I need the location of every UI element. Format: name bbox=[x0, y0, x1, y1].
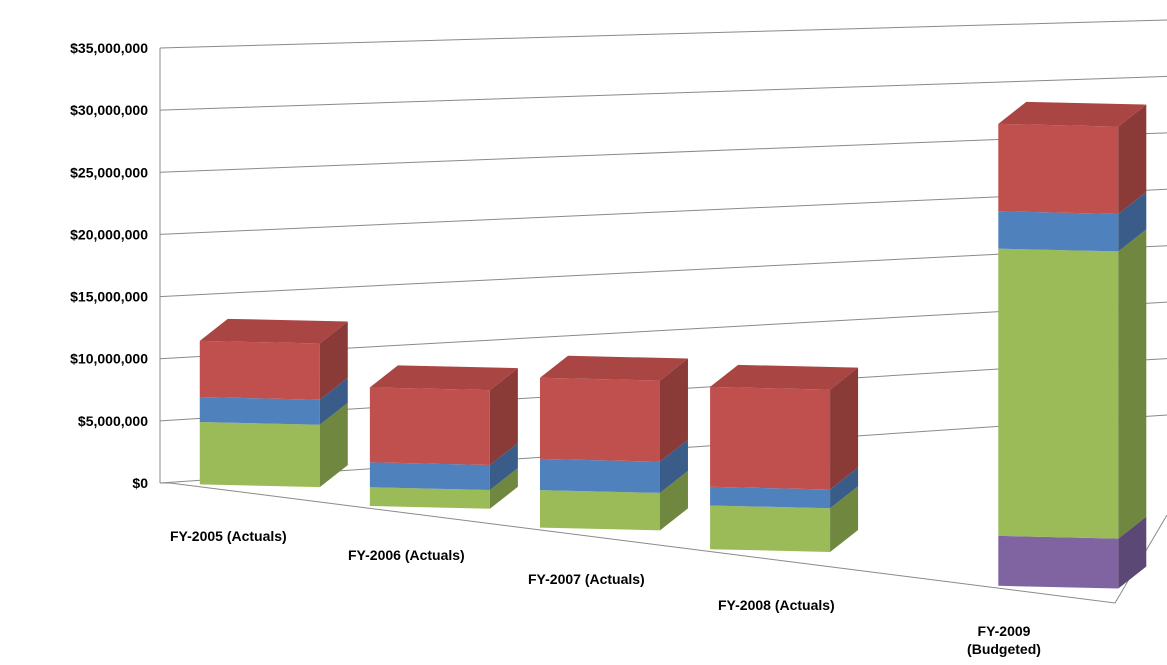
x-category-label: FY-2007 (Actuals) bbox=[528, 571, 645, 587]
bar-top-face bbox=[539, 355, 688, 381]
bar-front-face bbox=[998, 211, 1119, 252]
y-tick-label: $20,000,000 bbox=[70, 226, 148, 242]
gridline bbox=[159, 19, 1167, 49]
x-category-label-line: FY-2008 (Actuals) bbox=[718, 597, 835, 613]
y-axis-tick-labels: $0 $5,000,000 $10,000,000 $15,000,000 $20,00… bbox=[70, 40, 148, 491]
bar-front-face bbox=[199, 421, 320, 488]
bar-side-face bbox=[1118, 104, 1147, 214]
bar-side-face bbox=[830, 486, 859, 552]
y-tick-label: $30,000,000 bbox=[70, 102, 148, 118]
bar-front-face bbox=[539, 377, 660, 462]
bar-side-face bbox=[489, 443, 518, 491]
bar-side-face bbox=[1118, 191, 1147, 252]
bar-side-face bbox=[659, 470, 688, 531]
bar-front-face bbox=[539, 490, 660, 531]
bar-side-face bbox=[659, 358, 688, 462]
bar-segment bbox=[369, 365, 518, 466]
x-category-label-line: FY-2009 bbox=[978, 623, 1031, 639]
bar-top-face bbox=[710, 364, 859, 390]
bar-top-face bbox=[199, 318, 348, 344]
bar-segment bbox=[998, 191, 1147, 252]
bar-segment bbox=[199, 402, 348, 488]
bar-segment bbox=[199, 377, 348, 425]
bar-top-face bbox=[998, 101, 1147, 127]
bar-side-face bbox=[830, 467, 859, 509]
bar-segment bbox=[998, 516, 1147, 589]
bar-front-face bbox=[710, 486, 831, 509]
bar-front-face bbox=[369, 387, 490, 466]
y-tick-label: $10,000,000 bbox=[70, 351, 148, 367]
bar-side-face bbox=[489, 368, 518, 466]
bar-front-face bbox=[998, 535, 1119, 589]
x-category-label-line: FY-2006 (Actuals) bbox=[348, 547, 465, 563]
bar-front-face bbox=[539, 458, 660, 493]
x-category-label: FY-2009 (Budgeted) bbox=[967, 623, 1041, 657]
bar-segment bbox=[539, 439, 688, 493]
bar-top-face bbox=[369, 365, 518, 391]
x-category-label-line: (Budgeted) bbox=[967, 641, 1041, 657]
bar-segment bbox=[710, 467, 859, 509]
bar-front-face bbox=[199, 340, 320, 400]
bar-segment bbox=[539, 355, 688, 462]
x-category-label-line: FY-2007 (Actuals) bbox=[528, 571, 645, 587]
y-tick-label: $35,000,000 bbox=[70, 40, 148, 56]
bar-side-face bbox=[1118, 516, 1147, 589]
bar-side-face bbox=[830, 367, 859, 490]
x-category-label: FY-2006 (Actuals) bbox=[348, 547, 465, 563]
bar-side-face bbox=[319, 377, 348, 425]
bar-segment bbox=[998, 229, 1147, 539]
x-category-label: FY-2005 (Actuals) bbox=[170, 528, 287, 544]
bar-side-face bbox=[319, 321, 348, 400]
bar-front-face bbox=[710, 505, 831, 552]
bars bbox=[199, 101, 1147, 589]
bar-segment bbox=[369, 468, 518, 509]
y-tick-label: $15,000,000 bbox=[70, 289, 148, 305]
x-axis-category-labels: FY-2005 (Actuals) FY-2006 (Actuals) FY-200… bbox=[170, 528, 1041, 657]
bar-front-face bbox=[710, 386, 831, 490]
bar-front-face bbox=[998, 123, 1119, 214]
x-category-label-line: FY-2005 (Actuals) bbox=[170, 528, 287, 544]
y-tick-label: $5,000,000 bbox=[78, 413, 148, 429]
x-category-label: FY-2008 (Actuals) bbox=[718, 597, 835, 613]
bar-front-face bbox=[369, 487, 490, 509]
bar-side-face bbox=[319, 402, 348, 488]
bar-side-face bbox=[1118, 229, 1147, 539]
bar-segment bbox=[539, 470, 688, 531]
gridline bbox=[159, 75, 1167, 111]
bar-side-face bbox=[489, 468, 518, 509]
y-tick-label: $25,000,000 bbox=[70, 164, 148, 180]
bar-segment bbox=[710, 364, 859, 490]
bar-segment bbox=[369, 443, 518, 491]
bar-segment bbox=[710, 486, 859, 552]
bar-front-face bbox=[199, 397, 320, 425]
y-tick-label: $0 bbox=[132, 475, 148, 491]
bar-segment bbox=[199, 318, 348, 400]
bar-segment bbox=[998, 101, 1147, 214]
bar-front-face bbox=[998, 248, 1119, 539]
bar-front-face bbox=[369, 462, 490, 491]
bar-side-face bbox=[659, 439, 688, 493]
